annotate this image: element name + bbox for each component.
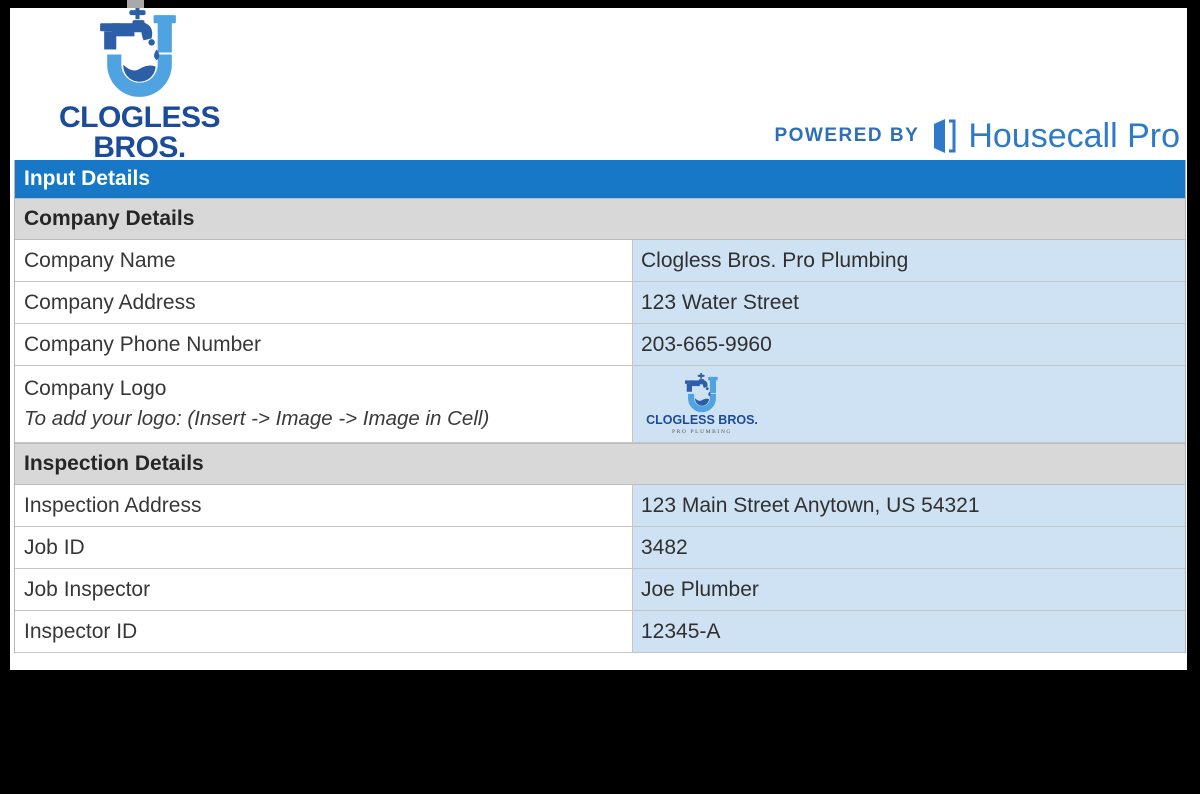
row-label: Company Name: [15, 240, 633, 281]
left-black-bar: [0, 8, 10, 670]
row-label: Inspection Address: [15, 485, 633, 526]
row-label-text: Company Logo: [24, 376, 167, 400]
row-label: Company Address: [15, 282, 633, 323]
row-value[interactable]: 203-665-9960: [633, 324, 1185, 365]
powered-by: POWERED BY Housecall Pro: [774, 113, 1180, 159]
right-black-bar: [1187, 8, 1200, 670]
row-label: Job ID: [15, 527, 633, 568]
company-logo-name: CLOGLESS BROS.: [58, 101, 221, 164]
row-label-note: To add your logo: (Insert -> Image -> Im…: [24, 407, 490, 431]
input-details-table: Input Details Company Details Company Na…: [14, 160, 1186, 653]
mini-logo-tagline: PRO PLUMBING: [672, 428, 732, 435]
table-row-job-inspector: Job Inspector Joe Plumber: [15, 569, 1185, 611]
powered-by-label: POWERED BY: [774, 125, 920, 146]
row-label: Company Phone Number: [15, 324, 633, 365]
table-row-company-phone: Company Phone Number 203-665-9960: [15, 324, 1185, 366]
row-value[interactable]: 3482: [633, 527, 1185, 568]
table-row-job-id: Job ID 3482: [15, 527, 1185, 569]
table-row-company-name: Company Name Clogless Bros. Pro Plumbing: [15, 240, 1185, 282]
row-label: Job Inspector: [15, 569, 633, 610]
table-row-inspection-address: Inspection Address 123 Main Street Anyto…: [15, 485, 1185, 527]
clogless-bros-logo: CLOGLESS BROS. PRO PLUMBING: [645, 373, 759, 435]
row-value[interactable]: Clogless Bros. Pro Plumbing: [633, 240, 1185, 281]
row-value[interactable]: 123 Main Street Anytown, US 54321: [633, 485, 1185, 526]
top-black-bar: [0, 0, 1200, 8]
section-inspection-details: Inspection Details: [15, 443, 1185, 485]
table-row-company-address: Company Address 123 Water Street: [15, 282, 1185, 324]
u-pipe-faucet-drip-icon: [684, 373, 718, 413]
housecall-pro-door-icon: [934, 119, 956, 153]
row-label: Inspector ID: [15, 611, 633, 652]
table-row-company-logo: Company Logo To add your logo: (Insert -…: [15, 366, 1185, 443]
company-logo: CLOGLESS BROS. PRO PLUMBING: [22, 6, 257, 184]
table-row-inspector-id: Inspector ID 12345-A: [15, 611, 1185, 653]
row-value[interactable]: Joe Plumber: [633, 569, 1185, 610]
bottom-black-bar: [0, 670, 1200, 794]
mini-logo-name: CLOGLESS BROS.: [646, 413, 758, 428]
section-company-details: Company Details: [15, 198, 1185, 240]
u-pipe-faucet-drip-icon: [100, 6, 176, 97]
row-label: Company Logo To add your logo: (Insert -…: [15, 366, 633, 442]
powered-by-brand: Housecall Pro: [968, 116, 1180, 155]
table-title: Input Details: [15, 160, 1185, 198]
faucet-handle-notch: [127, 0, 144, 8]
row-value[interactable]: 123 Water Street: [633, 282, 1185, 323]
row-value[interactable]: 12345-A: [633, 611, 1185, 652]
row-value-logo-cell[interactable]: CLOGLESS BROS. PRO PLUMBING: [633, 366, 1185, 442]
